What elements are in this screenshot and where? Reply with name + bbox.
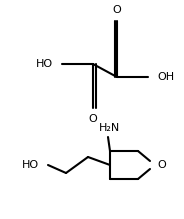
Text: H₂N: H₂N	[99, 123, 121, 133]
Text: O: O	[113, 5, 121, 15]
Text: O: O	[157, 160, 166, 170]
Text: O: O	[89, 114, 97, 124]
Text: HO: HO	[36, 59, 53, 69]
Text: OH: OH	[157, 72, 174, 82]
Text: HO: HO	[22, 160, 39, 170]
